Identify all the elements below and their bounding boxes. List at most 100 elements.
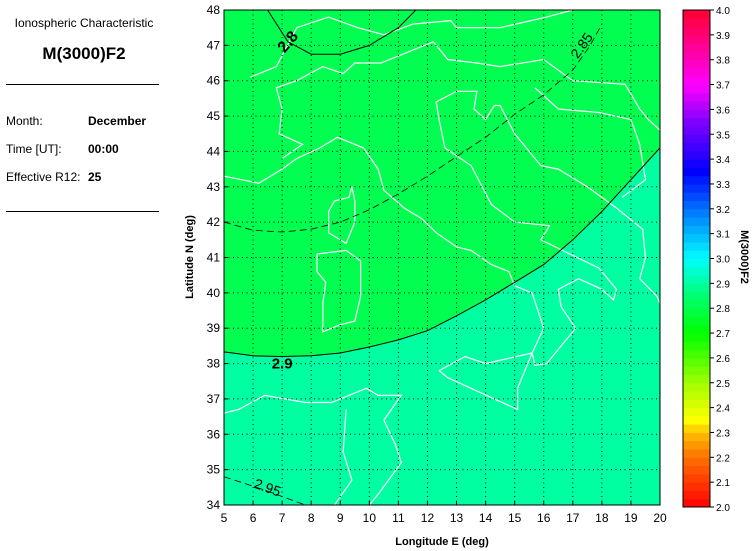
- colorbar-swatch: [683, 316, 710, 326]
- colorbar-swatch: [683, 125, 710, 135]
- colorbar-swatch: [683, 490, 710, 500]
- y-tick-label: 43: [207, 180, 221, 194]
- y-tick-label: 40: [207, 286, 221, 300]
- colorbar-tick-label: 2.9: [716, 279, 730, 290]
- colorbar-tick-label: 3.3: [716, 180, 730, 191]
- colorbar-tick-label: 3.8: [716, 56, 730, 67]
- colorbar-label: M(3000)F2: [738, 230, 750, 284]
- colorbar-swatch: [683, 473, 710, 483]
- y-tick-label: 34: [207, 498, 221, 512]
- colorbar-swatch: [683, 59, 710, 69]
- time-value: 00:00: [88, 142, 119, 156]
- y-tick-label: 44: [207, 144, 221, 158]
- colorbar-tick-label: 3.6: [716, 105, 730, 116]
- coastline: [249, 10, 573, 78]
- colorbar-swatch: [683, 26, 710, 36]
- colorbar-tick-label: 2.5: [716, 379, 730, 390]
- colorbar-tick-label: 3.1: [716, 230, 730, 241]
- colorbar-swatch: [683, 18, 710, 28]
- x-axis-label: Longitude E (deg): [395, 536, 489, 548]
- x-tick-label: 6: [250, 511, 257, 525]
- subtitle: Ionospheric Characteristic: [14, 16, 154, 30]
- colorbar-swatch: [683, 299, 710, 309]
- colorbar-swatch: [683, 167, 710, 177]
- colorbar-swatch: [683, 457, 710, 467]
- colorbar-swatch: [683, 333, 710, 342]
- coastline: [334, 409, 353, 505]
- x-tick-label: 8: [308, 511, 315, 525]
- x-tick-label: 13: [450, 511, 464, 525]
- colorbar-swatch: [683, 10, 710, 19]
- y-tick-label: 35: [207, 463, 221, 477]
- colorbar-swatch: [683, 382, 710, 392]
- y-tick-label: 45: [207, 109, 221, 123]
- x-tick-label: 9: [337, 511, 344, 525]
- colorbar-tick-label: 2.3: [716, 428, 730, 439]
- colorbar-tick-label: 2.4: [716, 404, 730, 415]
- contour-line-2.95: [224, 476, 306, 505]
- colorbar-swatch: [683, 391, 710, 400]
- y-tick-label: 37: [207, 392, 221, 406]
- r12-value: 25: [88, 170, 102, 184]
- x-tick-label: 20: [653, 511, 667, 525]
- colorbar-swatch: [683, 142, 710, 152]
- colorbar-tick-label: 2.2: [716, 453, 730, 464]
- colorbar-swatch: [683, 415, 710, 425]
- x-tick-label: 19: [624, 511, 638, 525]
- colorbar-tick-label: 3.2: [716, 205, 730, 216]
- colorbar-swatch: [683, 67, 710, 77]
- contour-label: 2.9: [272, 356, 293, 373]
- y-tick-label: 48: [207, 3, 221, 17]
- colorbar-swatch: [683, 399, 710, 409]
- y-tick-label: 46: [207, 74, 221, 88]
- colorbar-swatch: [683, 250, 710, 259]
- colorbar-swatch: [683, 109, 710, 119]
- colorbar-swatch: [683, 440, 710, 450]
- y-tick-label: 42: [207, 215, 221, 229]
- colorbar-swatch: [683, 357, 710, 367]
- fill-region-2.9-3.0: [224, 147, 660, 505]
- colorbar-swatch: [683, 498, 710, 508]
- colorbar-swatch: [683, 241, 710, 251]
- colorbar-swatch: [683, 407, 710, 417]
- colorbar-swatch: [683, 449, 710, 458]
- x-tick-label: 17: [566, 511, 580, 525]
- colorbar-tick-label: 3.7: [716, 81, 730, 92]
- month-value: December: [88, 114, 147, 128]
- colorbar-tick-label: 2.0: [716, 503, 730, 514]
- divider: [6, 84, 159, 85]
- colorbar-swatch: [683, 192, 710, 202]
- x-tick-label: 11: [392, 511, 405, 525]
- colorbar-swatch: [683, 183, 710, 193]
- colorbar-swatch: [683, 51, 710, 61]
- x-tick-label: 5: [221, 511, 228, 525]
- y-tick-label: 38: [207, 357, 221, 371]
- x-tick-label: 15: [508, 511, 522, 525]
- colorbar-swatch: [683, 233, 710, 243]
- contour-line-2.8: [267, 10, 417, 55]
- colorbar-tick-label: 2.8: [716, 304, 730, 315]
- contour-line-2.9: [224, 147, 660, 358]
- colorbar-swatch: [683, 258, 710, 268]
- colorbar-swatch: [683, 266, 710, 276]
- colorbar-swatch: [683, 117, 710, 127]
- colorbar-swatch: [683, 208, 710, 218]
- y-tick-label: 41: [207, 251, 221, 265]
- page-title: M(3000)F2: [42, 44, 126, 63]
- colorbar-swatch: [683, 482, 710, 491]
- x-tick-label: 16: [537, 511, 551, 525]
- colorbar-tick-label: 3.0: [716, 255, 730, 266]
- colorbar-swatch: [683, 308, 710, 317]
- coastline: [534, 87, 647, 198]
- colorbar-swatch: [683, 150, 710, 160]
- divider: [6, 211, 159, 212]
- colorbar-tick-label: 3.5: [716, 130, 730, 141]
- coastline: [224, 387, 403, 505]
- colorbar-tick-label: 3.4: [716, 155, 730, 166]
- colorbar-swatch: [683, 275, 710, 284]
- colorbar-swatch: [683, 43, 710, 52]
- colorbar-tick-label: 4.0: [716, 6, 730, 17]
- colorbar-tick-label: 2.1: [716, 478, 730, 489]
- coastline: [316, 249, 362, 333]
